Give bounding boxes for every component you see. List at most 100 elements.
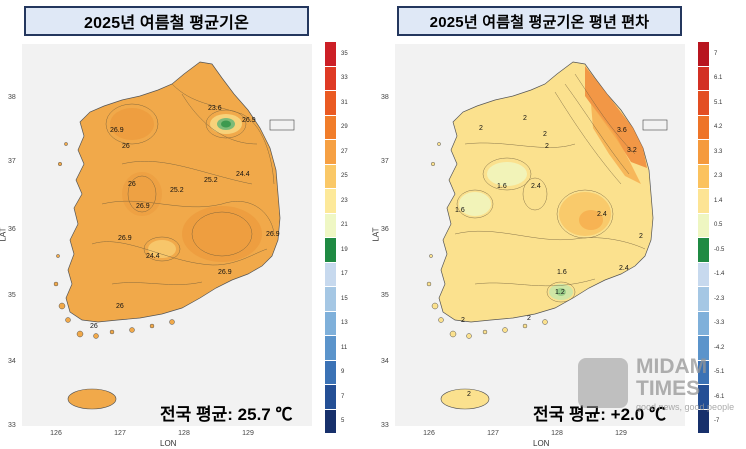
- left-legend-swatch: 19: [325, 238, 348, 263]
- right-map-korea-temperature-anomaly: 2 2 2 3.6 3.2 2 1.6 2.4 1.6 2.4 2.4 2 1.…: [426, 61, 668, 410]
- right-contour-label: 2.4: [597, 211, 607, 218]
- left-contour-label: 26: [128, 181, 136, 188]
- left-contour-label: 26: [90, 323, 98, 330]
- right-lon-tick: 127: [487, 430, 499, 437]
- left-contour-label: 26.9: [118, 235, 132, 242]
- right-legend-label: 2.3: [714, 173, 723, 180]
- right-contour-label: 2.4: [619, 265, 629, 272]
- right-color-legend: 7 6.1 5.1 4.2 3.3 2.3 1.4 0.5 -0.5 -1.4 -2.3 -3.3 -4…: [698, 42, 724, 434]
- left-legend-label: 9: [341, 369, 345, 376]
- left-contour-label: 23.6: [208, 105, 222, 112]
- right-lat-tick: 38: [381, 94, 389, 101]
- left-x-axis-title: LON: [160, 439, 177, 448]
- right-legend-label: -7: [714, 418, 720, 425]
- left-legend-label: 23: [341, 197, 348, 204]
- left-legend-swatch: 11: [325, 336, 347, 361]
- left-lon-tick: 126: [50, 430, 62, 437]
- right-lat-tick: 35: [381, 292, 389, 299]
- right-legend-label: 1.4: [714, 197, 723, 204]
- right-contour-label: 3.2: [627, 147, 637, 154]
- right-panel-temperature-anomaly: 2025년 여름철 평균기온 평년 편차: [372, 0, 746, 449]
- left-legend-label: 31: [341, 99, 348, 106]
- left-contour-label: 26.9: [110, 127, 124, 134]
- right-lat-tick: 37: [381, 158, 389, 165]
- right-legend-swatch: -7: [698, 409, 719, 434]
- right-legend-swatch: 6.1: [698, 66, 722, 91]
- left-contour-label: 24.4: [146, 253, 160, 260]
- right-legend-swatch: -0.5: [698, 238, 724, 263]
- left-legend-swatch: 27: [325, 140, 348, 165]
- right-contour-label: 1.6: [557, 269, 567, 276]
- left-legend-swatch: 13: [325, 311, 348, 336]
- left-legend-label: 19: [341, 246, 348, 253]
- left-legend-label: 7: [341, 393, 345, 400]
- left-legend-label: 21: [341, 222, 348, 229]
- left-national-average: 전국 평균: 25.7 ℃: [160, 405, 293, 424]
- left-y-axis-title: LAT: [0, 227, 8, 242]
- right-legend-label: 0.5: [714, 222, 723, 229]
- right-contour-label: 2: [523, 115, 527, 122]
- left-contour-label: 26: [122, 143, 130, 150]
- right-contour-label: 1.6: [497, 183, 507, 190]
- left-legend-swatch: 21: [325, 213, 348, 238]
- left-legend-label: 11: [341, 344, 348, 351]
- left-lat-tick: 36: [8, 226, 16, 233]
- right-contour-label: 2.4: [531, 183, 541, 190]
- right-lon-tick: 126: [423, 430, 435, 437]
- right-legend-label: -2.3: [714, 295, 725, 302]
- right-legend-label: -6.1: [714, 393, 725, 400]
- left-lat-tick: 38: [8, 94, 16, 101]
- right-legend-swatch: 2.3: [698, 164, 722, 189]
- right-contour-label: 2: [545, 143, 549, 150]
- right-legend-swatch: 3.3: [698, 140, 722, 165]
- right-legend-label: -3.3: [714, 320, 725, 327]
- right-mainland-shape: [438, 61, 654, 323]
- left-legend-swatch: 25: [325, 164, 348, 189]
- right-legend-swatch: 7: [698, 42, 717, 67]
- left-lat-tick: 34: [8, 358, 16, 365]
- left-legend-swatch: 31: [325, 91, 348, 116]
- right-contour-label: 1.6: [455, 207, 465, 214]
- right-x-axis-title: LON: [533, 439, 550, 448]
- left-legend-label: 13: [341, 320, 348, 327]
- left-contour-label: 26.9: [218, 269, 232, 276]
- left-lat-tick: 37: [8, 158, 16, 165]
- left-panel-title: 2025년 여름철 평균기온: [24, 6, 309, 36]
- left-contour-label: 24.4: [236, 171, 250, 178]
- right-legend-swatch: -6.1: [698, 385, 724, 410]
- left-lon-tick: 129: [242, 430, 254, 437]
- left-jeju-island: [67, 388, 117, 410]
- right-legend-label: -1.4: [714, 271, 725, 278]
- right-lat-tick: 34: [381, 358, 389, 365]
- left-legend-label: 27: [341, 148, 348, 155]
- right-legend-swatch: 1.4: [698, 189, 722, 214]
- right-lon-tick: 128: [551, 430, 563, 437]
- left-legend-label: 33: [341, 75, 348, 82]
- left-legend-label: 15: [341, 295, 348, 302]
- left-contour-label: 25.2: [170, 187, 184, 194]
- right-legend-swatch: -1.4: [698, 262, 724, 287]
- right-panel-title: 2025년 여름철 평균기온 평년 편차: [397, 6, 682, 36]
- right-legend-label: 5.1: [714, 99, 723, 106]
- right-contour-label: 2: [639, 233, 643, 240]
- left-legend-swatch: 9: [325, 360, 344, 385]
- left-legend-label: 35: [341, 50, 348, 57]
- right-lat-tick: 36: [381, 226, 389, 233]
- left-legend-swatch: 7: [325, 385, 344, 410]
- right-legend-swatch: 5.1: [698, 91, 722, 116]
- left-map-korea-mean-temperature: 26.9 26 23.6 26.9 24.4 25.2 26 26.9 25.2…: [53, 61, 295, 410]
- left-contour-label: 26.9: [136, 203, 150, 210]
- left-legend-swatch: 35: [325, 42, 348, 67]
- right-national-average: 전국 평균: +2.0 ℃: [533, 405, 666, 424]
- left-lon-tick: 127: [114, 430, 126, 437]
- right-jeju-island: [440, 388, 490, 410]
- left-legend-swatch: 33: [325, 66, 348, 91]
- right-contour-label: 2: [527, 315, 531, 322]
- left-panel-mean-temperature: 2025년 여름철 평균기온: [0, 6, 348, 448]
- left-legend-label: 5: [341, 418, 345, 425]
- left-contour-label: 26.9: [242, 117, 256, 124]
- right-legend-label: -0.5: [714, 246, 725, 253]
- right-contour-label: 2: [543, 131, 547, 138]
- left-legend-swatch: 29: [325, 115, 348, 140]
- right-legend-label: 7: [714, 50, 718, 57]
